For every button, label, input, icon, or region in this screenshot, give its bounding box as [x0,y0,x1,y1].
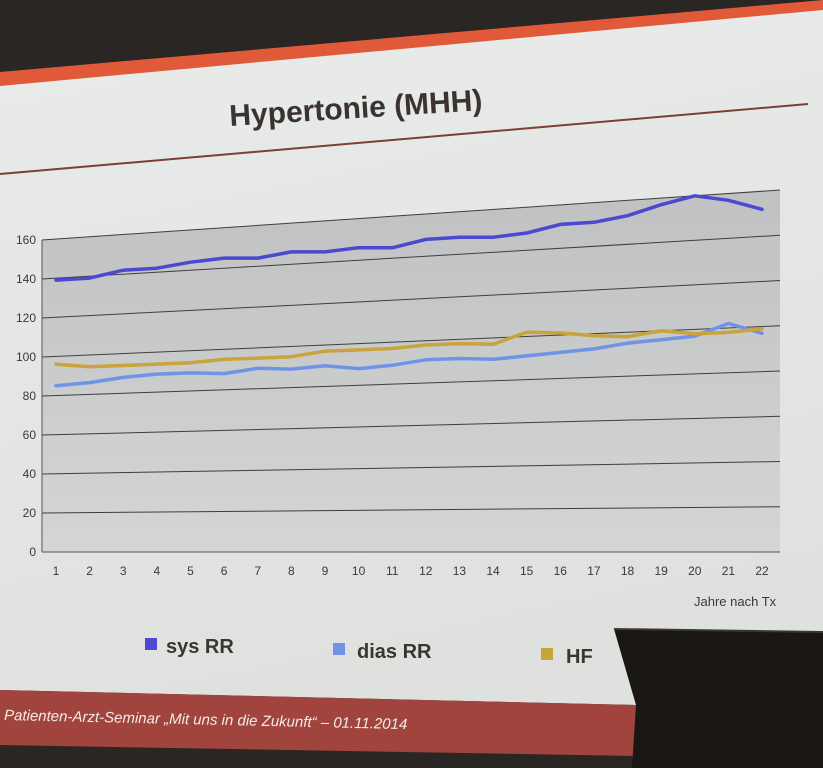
y-tick-120: 120 [16,311,36,325]
y-tick-60: 60 [23,428,37,442]
x-tick-18: 18 [621,564,635,578]
x-tick-17: 17 [587,564,601,578]
legend-label-sys-rr: sys RR [166,636,234,658]
x-tick-7: 7 [254,564,261,578]
gridline-20 [41,506,781,514]
y-tick-100: 100 [16,350,36,364]
x-tick-8: 8 [288,564,295,578]
legend: sys RR dias RR HF [145,636,593,668]
axes [41,240,780,553]
legend-label-hf: HF [566,646,593,668]
gridline-120 [41,280,781,319]
y-tick-0: 0 [29,545,36,559]
y-tick-80: 80 [23,389,37,403]
x-tick-2: 2 [86,564,93,578]
legend-marker-dias-rr [333,643,345,655]
foreground-monitor-edge [613,628,823,633]
x-tick-labels: 1 2 3 4 5 6 7 8 9 10 11 12 13 14 15 16 17 18 19 20 21 22 [53,564,769,578]
x-tick-9: 9 [322,564,329,578]
y-tick-40: 40 [23,467,37,481]
footer-bar [0,690,636,756]
x-tick-16: 16 [554,564,568,578]
legend-label-dias-rr: dias RR [357,641,432,663]
y-tick-160: 160 [16,233,36,247]
y-tick-labels: 0 20 40 60 80 100 120 140 160 [16,233,36,559]
x-tick-11: 11 [386,564,399,578]
title-underline [0,103,809,175]
x-tick-5: 5 [187,564,194,578]
x-tick-10: 10 [352,564,366,578]
x-tick-22: 22 [755,564,769,578]
gridline-80 [41,370,781,397]
legend-marker-sys-rr [145,638,157,650]
x-tick-20: 20 [688,564,702,578]
series-line-sys-rr [54,194,764,282]
gridline-160 [41,189,781,241]
gridline-60 [41,415,781,436]
legend-marker-hf [541,648,553,660]
y-tick-140: 140 [16,272,36,286]
x-tick-6: 6 [221,564,228,578]
x-tick-13: 13 [453,564,467,578]
gridline-40 [41,461,781,475]
screen-accent-stripe [0,0,823,88]
foreground-monitor [614,629,823,768]
series-line-dias-rr [54,321,764,388]
plot-area [42,190,780,552]
x-tick-19: 19 [654,564,668,578]
series-line-hf [54,327,764,369]
y-tick-20: 20 [23,506,37,520]
x-tick-12: 12 [419,564,433,578]
x-tick-4: 4 [154,564,161,578]
gridline-140 [41,234,781,280]
x-tick-1: 1 [53,564,60,578]
x-tick-21: 21 [722,564,736,578]
gridlines [41,189,781,514]
series-lines [54,194,764,388]
x-tick-3: 3 [120,564,127,578]
x-tick-14: 14 [486,564,500,578]
x-tick-15: 15 [520,564,534,578]
x-axis-label: Jahre nach Tx [694,594,777,609]
